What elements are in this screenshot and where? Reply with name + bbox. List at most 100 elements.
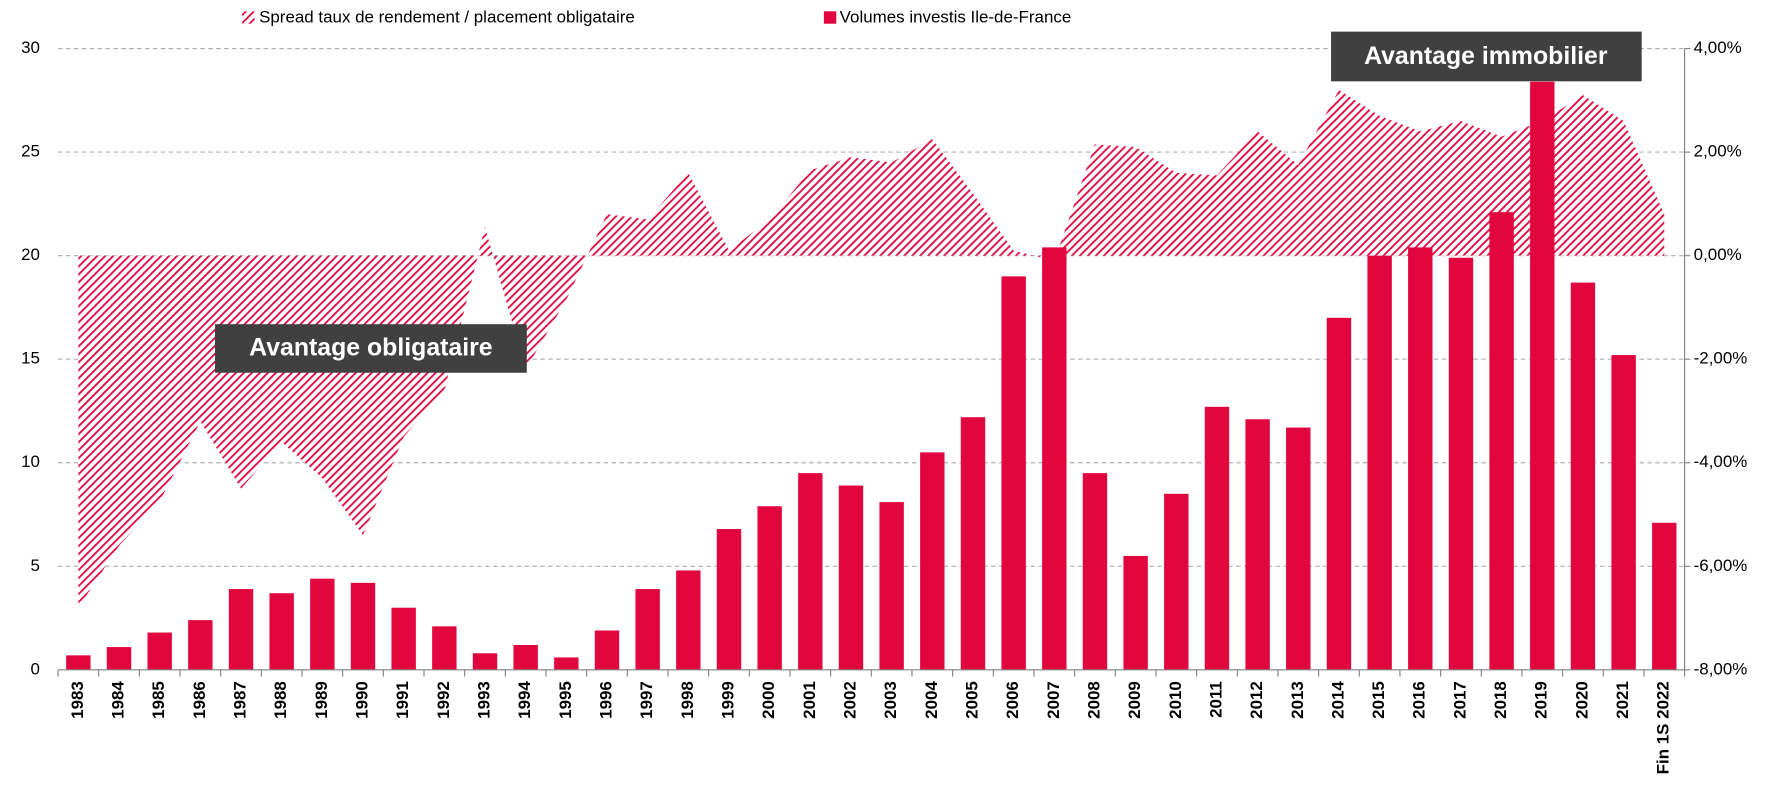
bar [310,578,335,670]
legend: Spread taux de rendement / placement obl… [242,8,1071,27]
x-tick-label: 2008 [1084,681,1103,719]
annotation-box [215,324,527,373]
bar [147,632,172,670]
y-tick-label: 20 [21,245,40,264]
x-tick-label: 2014 [1328,681,1347,719]
x-tick-label: 1998 [678,681,697,719]
x-tick-label: 2005 [962,681,981,719]
x-tick-label: 1994 [515,681,534,719]
bar [1286,427,1311,670]
legend-swatch [823,11,837,24]
bar [594,630,620,670]
y-tick-label: 5 [31,556,40,575]
y-tick-label: 0 [31,659,40,678]
x-tick-label: 2010 [1166,681,1185,719]
bar [1367,255,1392,670]
x-tick-label: 2021 [1613,681,1632,719]
bar [432,626,457,670]
bar [1489,212,1514,670]
x-tick-label: 2003 [881,681,900,719]
bar [676,570,701,670]
x-tick-label: 1989 [312,681,331,719]
bar [1164,493,1189,670]
x-tick-label: 2019 [1532,681,1551,719]
bar [716,529,742,670]
x-tick-label: 1999 [718,681,737,719]
bar [960,417,986,670]
x-tick-label: 1996 [596,681,615,719]
bar [635,589,660,670]
x-tick-label: 2015 [1369,681,1388,719]
x-tick-label: 1987 [230,681,249,719]
x-tick-label: 2001 [800,681,819,719]
bar [838,485,864,670]
bar [554,657,579,670]
x-tick-label: 1991 [393,681,412,719]
x-tick-label: 2000 [759,681,778,719]
x-tick-label: 1990 [352,681,371,719]
bar [350,582,376,670]
legend-swatch [242,11,255,24]
bar [1042,247,1067,670]
y2-tick-label: -8,00% [1694,659,1748,678]
bar [1570,282,1596,670]
x-tick-label: 1993 [474,681,493,719]
bar [920,452,945,670]
bar [1001,276,1026,670]
x-tick-label: Fin 1S 2022 [1654,681,1673,774]
bar [1611,355,1636,670]
bar [1245,419,1270,670]
annotation: Avantage obligataire [249,335,492,362]
bar [1204,406,1230,670]
x-tick-label: 1995 [556,681,575,719]
bar [269,593,294,670]
x-tick-label: 2012 [1247,681,1266,719]
bar [1408,247,1433,670]
x-tick-label: 2004 [922,681,941,719]
x-tick-label: 2007 [1044,681,1063,719]
y2-tick-label: 2,00% [1694,142,1742,161]
bar [188,620,213,670]
x-tick-label: 2006 [1003,681,1022,719]
x-tick-label: 2018 [1491,681,1510,719]
x-tick-label: 2017 [1450,681,1469,719]
y-tick-label: 15 [21,349,40,368]
bar [1652,522,1677,670]
x-tick-label: 2009 [1125,681,1144,719]
annotation-box [1331,31,1642,82]
legend-label: Spread taux de rendement / placement obl… [259,8,635,27]
bar [798,473,823,670]
y-tick-label: 30 [21,38,40,57]
annotations: Avantage obligataire Avantage immobilier [215,31,1642,373]
bar [1123,555,1148,670]
bar [472,653,498,670]
bar [228,589,254,670]
x-tick-label: 2011 [1206,681,1225,718]
y-tick-label: 25 [21,142,40,161]
spread-area [78,89,1665,608]
x-tick-label: 1983 [68,681,87,719]
bar [879,502,904,670]
y-tick-label: 10 [21,452,40,471]
x-tick-label: 1992 [434,681,453,719]
x-tick-label: 1988 [271,681,290,719]
y2-tick-label: -4,00% [1694,452,1748,471]
x-tick-label: 2020 [1572,681,1591,719]
bar [1326,317,1352,670]
x-tick-label: 1985 [149,681,168,719]
legend-label: Volumes investis Ile-de-France [840,8,1072,27]
y2-tick-label: -6,00% [1694,556,1748,575]
bar [391,607,416,670]
x-tick-label: 2016 [1410,681,1429,719]
bar [1082,473,1108,670]
x-tick-label: 2013 [1288,681,1307,719]
annotation: Avantage immobilier [1364,43,1608,70]
bar [1530,81,1555,670]
x-tick-label: 1997 [637,681,656,719]
x-tick-label: 2002 [840,681,859,719]
bar [106,647,132,670]
bar [513,644,538,670]
plot-area: 0 5 10 15 20 25 30 -8,00% -6,00% -4,00% -2,00% 0,00… [21,38,1747,774]
x-tick-label: 1986 [190,681,209,719]
